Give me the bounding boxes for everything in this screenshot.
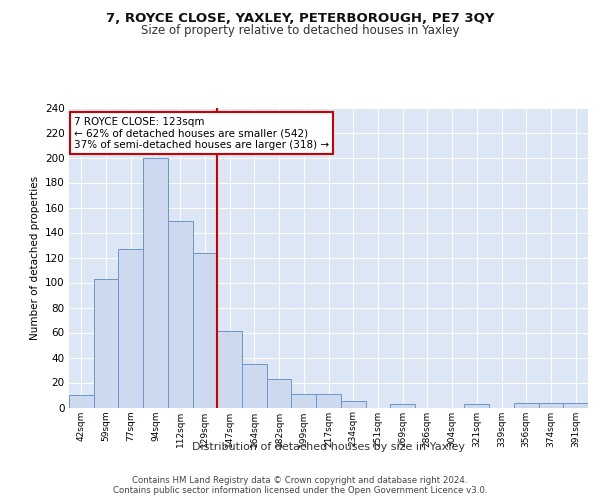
Text: Distribution of detached houses by size in Yaxley: Distribution of detached houses by size … xyxy=(193,442,466,452)
Bar xyxy=(94,279,118,407)
Bar xyxy=(316,394,341,407)
Bar xyxy=(563,402,588,407)
Bar xyxy=(118,249,143,408)
Bar xyxy=(390,404,415,407)
Bar xyxy=(464,404,489,407)
Bar xyxy=(217,331,242,407)
Bar xyxy=(539,402,563,407)
Bar xyxy=(292,394,316,407)
Bar xyxy=(242,364,267,408)
Text: Size of property relative to detached houses in Yaxley: Size of property relative to detached ho… xyxy=(141,24,459,37)
Text: 7 ROYCE CLOSE: 123sqm
← 62% of detached houses are smaller (542)
37% of semi-det: 7 ROYCE CLOSE: 123sqm ← 62% of detached … xyxy=(74,116,329,150)
Bar xyxy=(69,395,94,407)
Bar xyxy=(143,158,168,408)
Bar xyxy=(267,379,292,408)
Text: 7, ROYCE CLOSE, YAXLEY, PETERBOROUGH, PE7 3QY: 7, ROYCE CLOSE, YAXLEY, PETERBOROUGH, PE… xyxy=(106,12,494,26)
Y-axis label: Number of detached properties: Number of detached properties xyxy=(29,176,40,340)
Text: Contains HM Land Registry data © Crown copyright and database right 2024.
Contai: Contains HM Land Registry data © Crown c… xyxy=(113,476,487,495)
Bar xyxy=(341,401,365,407)
Bar xyxy=(514,402,539,407)
Bar xyxy=(193,252,217,408)
Bar xyxy=(168,221,193,408)
